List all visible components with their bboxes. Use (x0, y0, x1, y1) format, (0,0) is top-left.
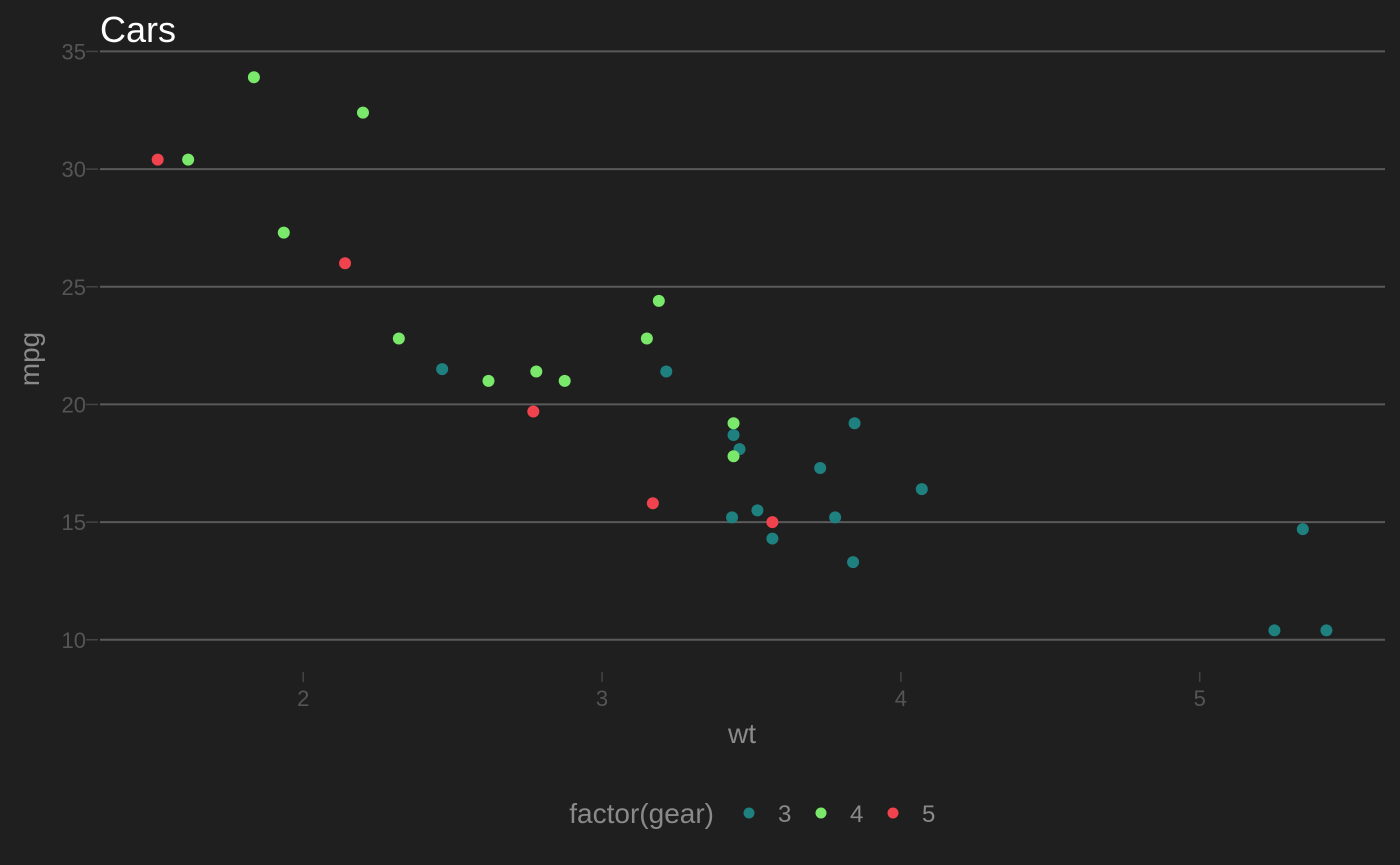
chart-title: Cars (100, 9, 176, 50)
y-tick-label: 20 (62, 392, 86, 417)
gridlines (100, 50, 1385, 641)
data-point-gear-4 (182, 153, 195, 166)
y-tick-label: 15 (62, 510, 86, 535)
data-point-gear-5 (646, 497, 659, 510)
x-tick-label: 2 (297, 686, 309, 711)
data-point-gear-3 (1268, 624, 1281, 637)
data-point-gear-4 (392, 332, 405, 345)
data-point-gear-3 (766, 532, 779, 545)
data-point-gear-3 (436, 363, 449, 376)
data-point-gear-4 (247, 71, 260, 84)
data-point-gear-3 (829, 511, 842, 524)
y-axis-title: mpg (14, 332, 45, 386)
data-point-gear-3 (727, 429, 740, 442)
data-point-gear-3 (848, 417, 861, 430)
data-point-gear-5 (527, 405, 540, 418)
x-tick-label: 5 (1194, 686, 1206, 711)
data-point-gear-4 (640, 332, 653, 345)
x-tick-label: 3 (596, 686, 608, 711)
legend-key-3 (743, 807, 755, 819)
legend-key-5 (887, 807, 899, 819)
x-axis-title: wt (727, 718, 756, 749)
legend-label-4: 4 (850, 801, 863, 828)
data-point-gear-4 (652, 294, 665, 307)
data-point-gear-5 (766, 516, 779, 529)
data-point-gear-4 (482, 374, 495, 387)
data-point-gear-4 (356, 106, 369, 119)
data-point-gear-4 (277, 226, 290, 239)
data-point-gear-5 (151, 153, 164, 166)
data-point-gear-3 (751, 504, 764, 517)
data-point-gear-3 (660, 365, 673, 378)
legend-key-4 (815, 807, 827, 819)
data-point-gear-3 (814, 461, 827, 474)
data-points (151, 71, 1333, 637)
data-point-gear-3 (1296, 523, 1309, 536)
x-axis-tick-labels: 2 3 4 5 (297, 672, 1206, 711)
data-point-gear-4 (727, 417, 740, 430)
data-point-gear-3 (915, 483, 928, 496)
data-point-gear-4 (530, 365, 543, 378)
legend: factor(gear) 3 4 5 (569, 798, 935, 829)
y-tick-label: 25 (62, 275, 86, 300)
legend-label-3: 3 (778, 801, 791, 828)
y-tick-label: 30 (62, 157, 86, 182)
data-point-gear-3 (847, 556, 860, 569)
legend-label-5: 5 (922, 801, 935, 828)
y-tick-label: 35 (62, 39, 86, 64)
legend-title: factor(gear) (569, 798, 714, 829)
data-point-gear-3 (726, 511, 739, 524)
data-point-gear-3 (1320, 624, 1333, 637)
y-tick-label: 10 (62, 628, 86, 653)
x-tick-label: 4 (895, 686, 907, 711)
data-point-gear-4 (727, 450, 740, 463)
data-point-gear-4 (558, 374, 571, 387)
y-axis-tick-labels: 10 15 20 25 30 35 (62, 39, 98, 653)
data-point-gear-5 (339, 257, 352, 270)
